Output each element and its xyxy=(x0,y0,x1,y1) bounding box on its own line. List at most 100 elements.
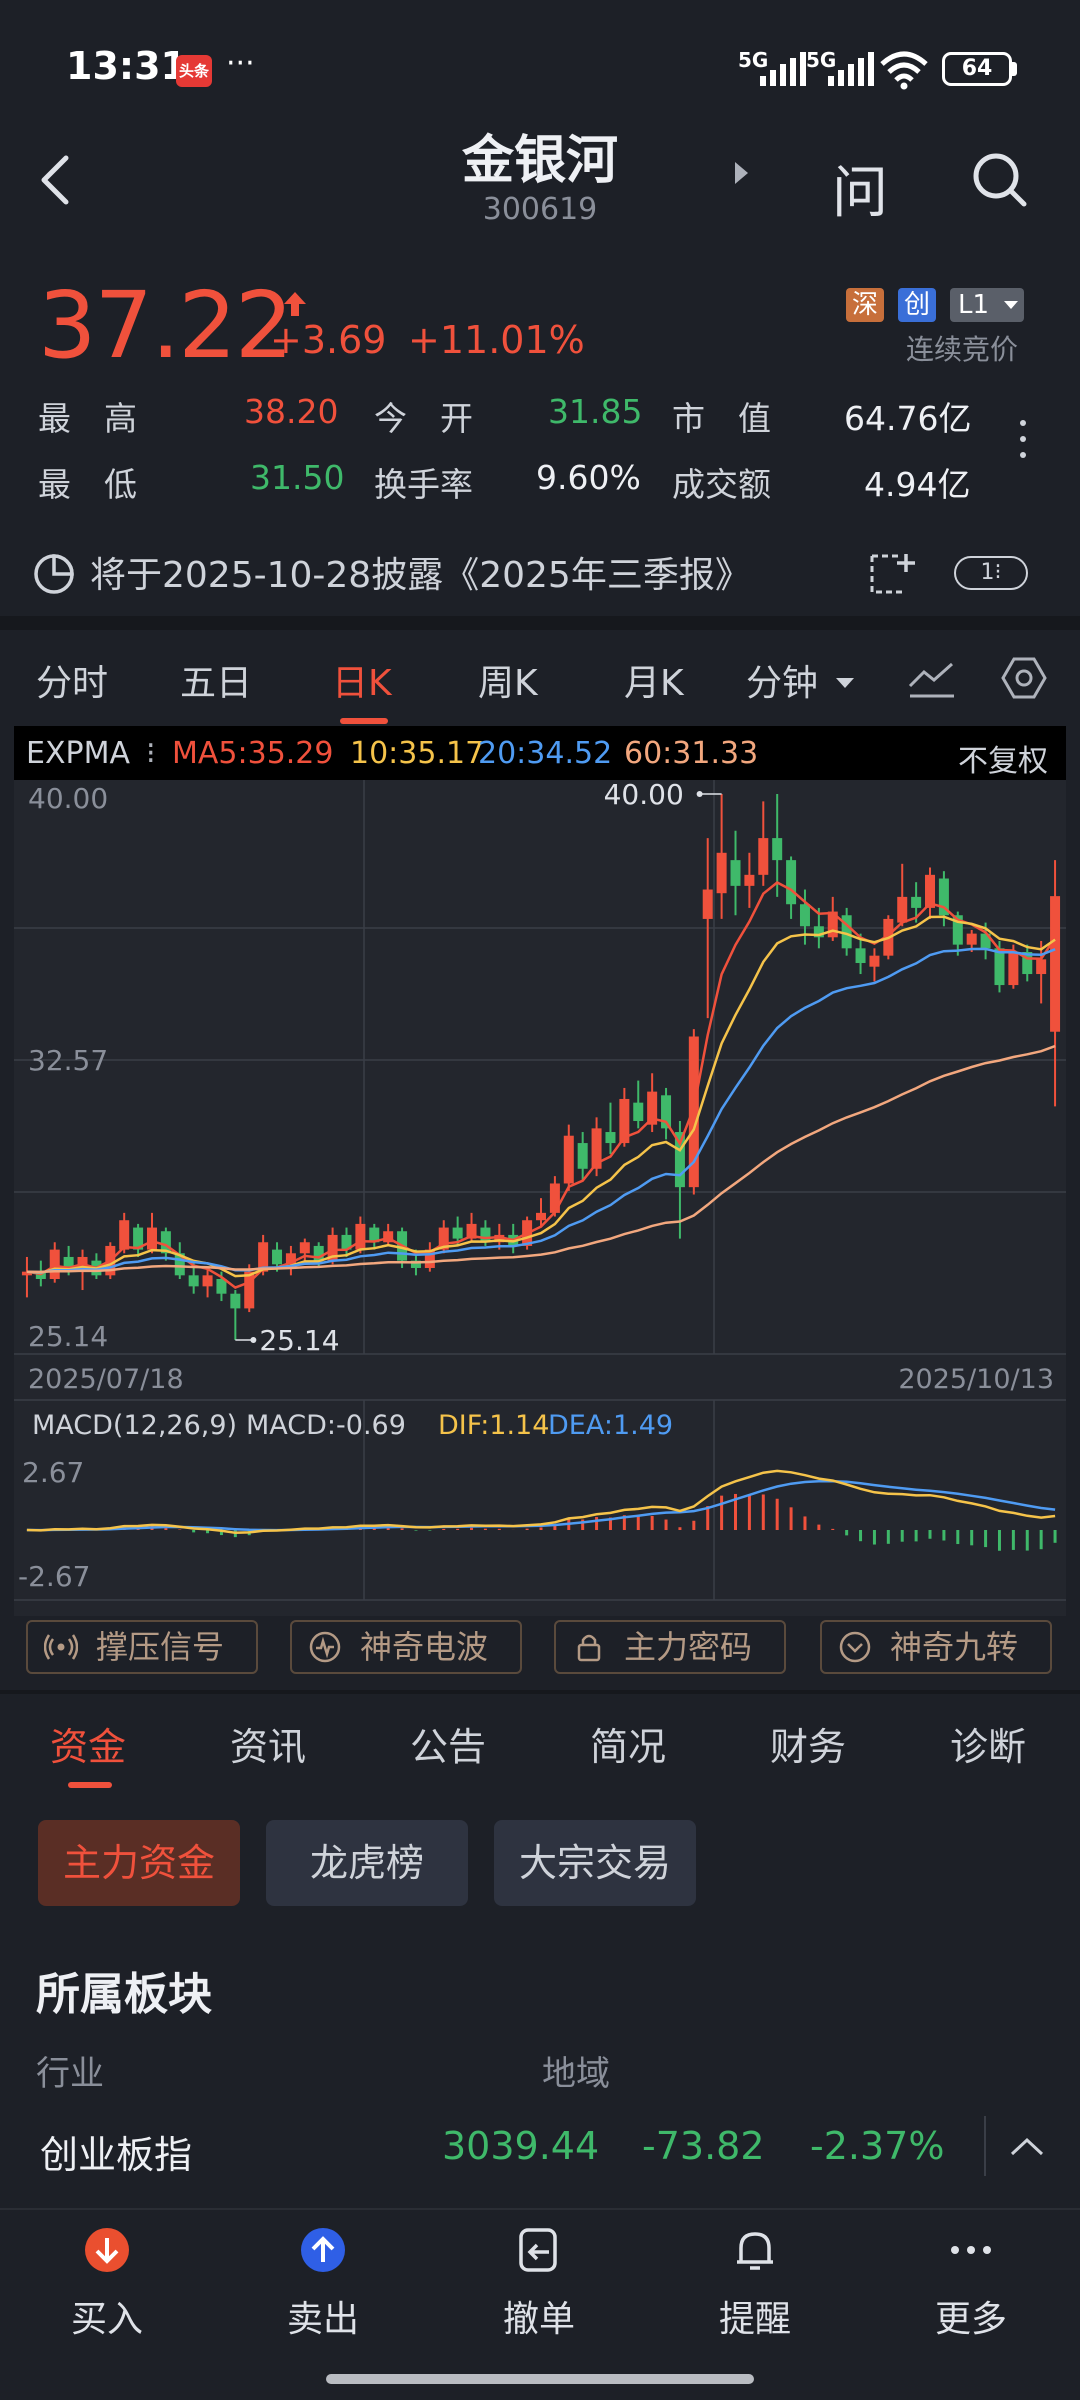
chip-block-trade[interactable]: 大宗交易 xyxy=(494,1820,696,1906)
macd-legend-macd: MACD:-0.69 xyxy=(246,1410,406,1441)
industry-label[interactable]: 行业 xyxy=(36,2054,104,2094)
magic-wave-button[interactable]: 神奇电波 xyxy=(290,1620,522,1674)
candle xyxy=(535,1198,547,1228)
dif-line xyxy=(26,1469,1056,1535)
main-force-code-button[interactable]: 主力密码 xyxy=(554,1620,786,1674)
macd-legend-dif: DIF:1.14 xyxy=(438,1410,549,1441)
candle xyxy=(925,867,936,919)
next-stock-icon[interactable] xyxy=(735,162,748,184)
price-change: +3.69 xyxy=(270,318,387,362)
candle xyxy=(744,852,755,908)
pie-chart-icon xyxy=(34,554,74,594)
ask-button[interactable]: 问 xyxy=(832,161,888,226)
candle xyxy=(647,1073,658,1133)
chart-settings-icon[interactable] xyxy=(1000,654,1048,702)
candle xyxy=(230,1290,241,1340)
tab-monthly-k[interactable]: 月K xyxy=(624,663,684,704)
tab-five-day[interactable]: 五日 xyxy=(180,663,253,704)
more-button[interactable]: 更多 xyxy=(896,2226,1046,2342)
battery-tip xyxy=(1012,62,1017,76)
macd-axis-top: 2.67 xyxy=(22,1456,84,1489)
chart-style-icon[interactable] xyxy=(906,656,958,700)
news-app-icon: 头条 xyxy=(176,55,212,87)
support-resistance-button[interactable]: 撑压信号 xyxy=(26,1620,258,1674)
check-circle-icon xyxy=(839,1631,871,1663)
chip-dragon-tiger[interactable]: 龙虎榜 xyxy=(266,1820,468,1906)
kline-chart[interactable]: 40.00 32.57 25.14 2025/07/18 2025/10/13 … xyxy=(14,780,1066,1616)
status-bar: 13:31 头条 ··· 5G 5G 64 xyxy=(0,0,1080,130)
adjust-mode[interactable]: 不复权 xyxy=(958,744,1048,779)
sell-label: 卖出 xyxy=(286,2299,359,2340)
candle xyxy=(355,1216,366,1254)
sell-button[interactable]: 卖出 xyxy=(248,2226,398,2342)
info-tab-underline xyxy=(68,1782,112,1788)
tab-intraday[interactable]: 分时 xyxy=(36,663,109,704)
signal-label-2: 5G xyxy=(806,48,837,72)
sell-icon xyxy=(301,2228,345,2272)
tab-financials[interactable]: 财务 xyxy=(770,1725,847,1769)
candle xyxy=(786,856,797,919)
add-note-icon[interactable] xyxy=(866,550,916,596)
dea-line xyxy=(26,1479,1056,1532)
candle xyxy=(49,1242,60,1283)
region-label[interactable]: 地域 xyxy=(542,2054,610,2094)
candle xyxy=(730,830,741,916)
candle xyxy=(21,1256,32,1298)
buy-button[interactable]: 买入 xyxy=(32,2226,182,2342)
buy-label: 买入 xyxy=(70,2299,143,2340)
level-select[interactable]: L1 xyxy=(950,288,1024,322)
search-icon[interactable] xyxy=(970,150,1030,210)
tab-announcements[interactable]: 公告 xyxy=(410,1725,487,1769)
tab-profile[interactable]: 简况 xyxy=(590,1725,667,1769)
tag-shenzhen: 深 xyxy=(846,288,884,322)
candle xyxy=(772,794,783,897)
open-label: 今 开 xyxy=(374,399,473,438)
index-name[interactable]: 创业板指 xyxy=(40,2133,193,2177)
cancel-order-button[interactable]: 撤单 xyxy=(464,2226,614,2342)
chart-legend-bar xyxy=(14,726,1066,780)
y-axis-top: 40.00 xyxy=(28,782,108,815)
status-more-dots: ··· xyxy=(226,46,255,81)
legend-ma10: 10:35.17 xyxy=(350,736,485,771)
candle xyxy=(244,1264,255,1313)
price-change-pct: +11.01% xyxy=(408,318,585,362)
legend-expma[interactable]: EXPMA xyxy=(26,736,131,771)
tab-news[interactable]: 资讯 xyxy=(230,1725,307,1769)
candle xyxy=(758,801,769,886)
macd-legend-name[interactable]: MACD(12,26,9) xyxy=(32,1410,237,1441)
home-indicator xyxy=(326,2374,754,2384)
candle xyxy=(341,1227,352,1257)
mcap-label: 市 值 xyxy=(672,399,771,438)
alert-button[interactable]: 提醒 xyxy=(680,2226,830,2342)
sector-title: 所属板块 xyxy=(36,1969,212,2020)
signal-bars-2-icon xyxy=(828,52,874,86)
candle xyxy=(716,794,727,919)
cancel-order-label: 撤单 xyxy=(502,2299,575,2340)
tab-daily-k[interactable]: 日K xyxy=(332,663,392,704)
lock-icon xyxy=(577,1634,601,1662)
candle xyxy=(466,1212,477,1243)
chevron-up-icon[interactable] xyxy=(1008,2134,1046,2160)
more-icon xyxy=(951,2246,991,2254)
notice-count-badge[interactable]: 1⁝ xyxy=(954,556,1028,590)
cancel-order-icon xyxy=(519,2228,557,2272)
max-price-label: 40.00 xyxy=(604,780,684,811)
magic-nine-button[interactable]: 神奇九转 xyxy=(820,1620,1052,1674)
x-axis-end: 2025/10/13 xyxy=(898,1364,1054,1395)
low-label: 最 低 xyxy=(38,465,137,504)
tab-minute[interactable]: 分钟 xyxy=(746,663,819,704)
chip-main-funds[interactable]: 主力资金 xyxy=(38,1820,240,1906)
amount-label: 成交额 xyxy=(672,465,771,504)
minute-dropdown-icon[interactable] xyxy=(836,678,854,688)
tab-funds[interactable]: 资金 xyxy=(50,1725,127,1769)
back-icon[interactable] xyxy=(36,150,76,210)
more-quote-icon[interactable] xyxy=(1018,420,1028,466)
ema20-line xyxy=(26,947,1056,1274)
candle xyxy=(702,838,713,1019)
magic-nine-label: 神奇九转 xyxy=(890,1628,1019,1666)
candle xyxy=(133,1223,144,1257)
macd-axis-bottom: -2.67 xyxy=(18,1560,90,1593)
stock-code: 300619 xyxy=(482,192,598,227)
tab-weekly-k[interactable]: 周K xyxy=(478,663,538,704)
tab-diagnosis[interactable]: 诊断 xyxy=(950,1725,1027,1769)
